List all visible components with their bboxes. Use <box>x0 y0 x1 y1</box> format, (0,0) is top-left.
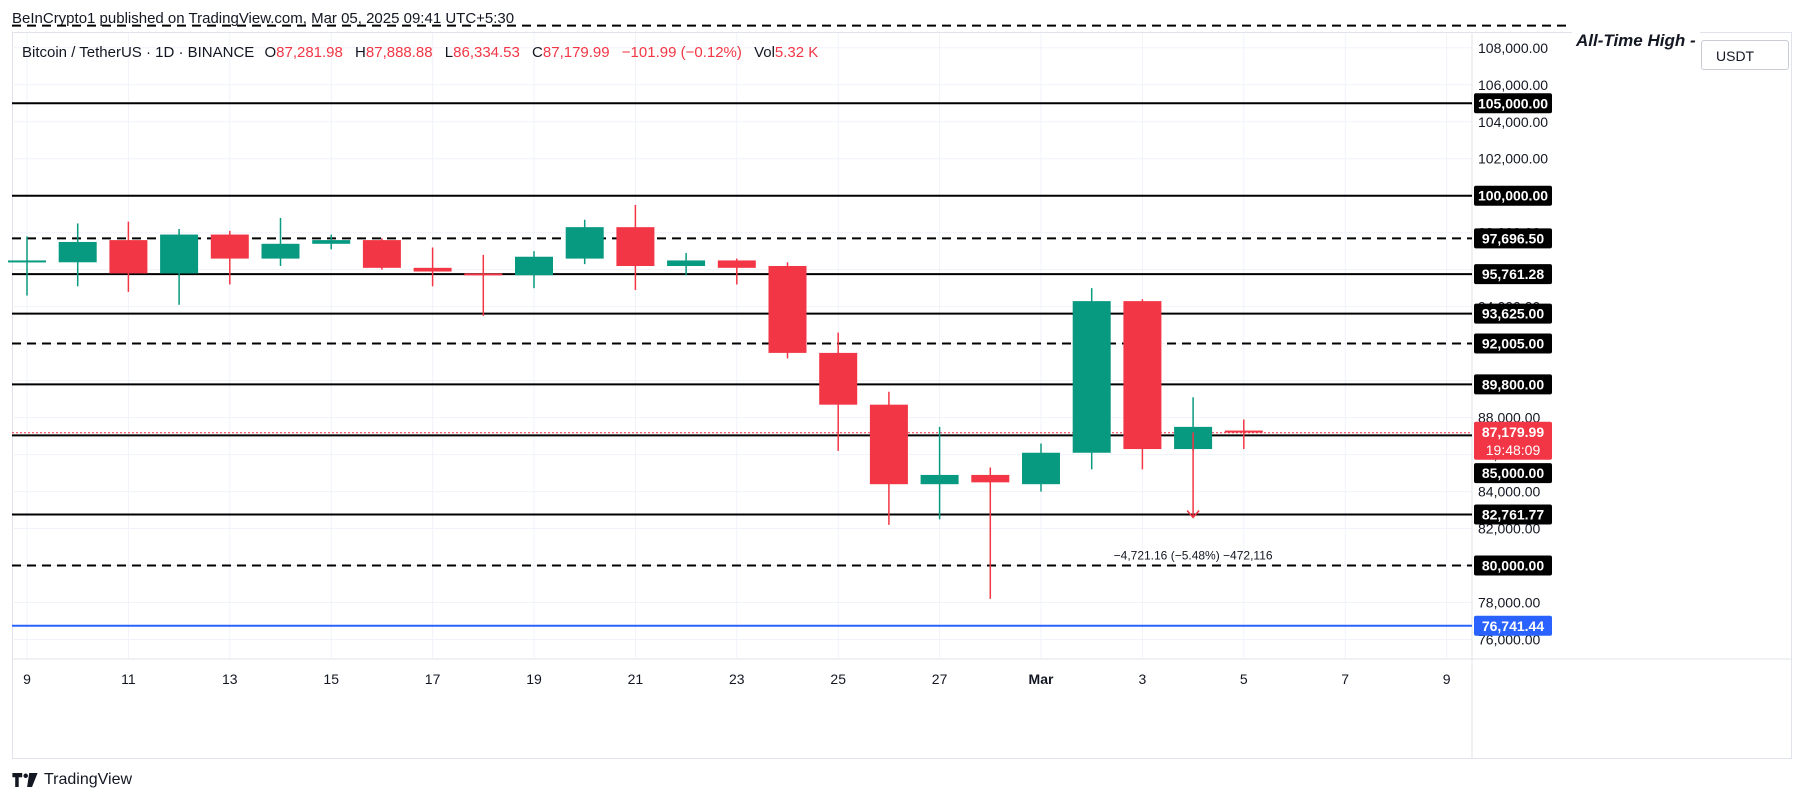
y-tick-label: 108,000.00 <box>1478 40 1548 56</box>
high-value: 87,888.88 <box>365 44 433 61</box>
x-tick-label: 7 <box>1341 671 1349 687</box>
change-value: −101.99 (−0.12%) <box>621 44 742 61</box>
candle-body <box>464 273 503 276</box>
candle-body <box>109 240 148 274</box>
x-tick-label: 27 <box>932 671 948 687</box>
price-level-label: 95,761.28 <box>1482 266 1544 282</box>
candle-body <box>1224 430 1263 433</box>
y-tick-label: 102,000.00 <box>1478 151 1548 167</box>
price-level-label: 97,696.50 <box>1482 230 1544 246</box>
low-label: L <box>444 44 454 61</box>
tradingview-brand[interactable]: TradingView <box>12 771 132 789</box>
open-label: O <box>264 44 277 61</box>
current-price-badge <box>1474 421 1552 460</box>
price-level-badge <box>1474 504 1552 525</box>
price-level-badge <box>1474 185 1552 206</box>
volume-value: 5.32 K <box>774 44 819 61</box>
x-tick-label: 9 <box>1443 671 1451 687</box>
close-label: C <box>532 44 543 61</box>
candle-body <box>1123 301 1162 450</box>
candle-body <box>971 474 1010 483</box>
price-level-badge <box>1474 615 1552 636</box>
price-level-label: 89,800.00 <box>1482 376 1544 392</box>
candle-body <box>819 352 858 405</box>
price-level-badge <box>1474 463 1552 484</box>
y-tick-label: 78,000.00 <box>1478 595 1540 611</box>
projection-arrowhead <box>1186 509 1200 519</box>
price-level-badge <box>1474 264 1552 285</box>
candle-body <box>8 260 46 263</box>
candle-body <box>160 234 199 274</box>
projection-label: −4,721.16 (−5.48%) −472,116 <box>1114 549 1273 563</box>
low-value: 86,334.53 <box>453 44 520 61</box>
price-level-badge <box>1474 555 1552 576</box>
y-tick-label: 88,000.00 <box>1478 410 1540 426</box>
symbol-legend: Bitcoin / TetherUS · 1D · BINANCE O87,28… <box>22 44 826 61</box>
y-tick-label: 82,000.00 <box>1478 521 1540 537</box>
price-level-label: 93,625.00 <box>1482 306 1544 322</box>
candle-body <box>565 227 604 259</box>
x-tick-label: 21 <box>628 671 644 687</box>
x-tick-label: 13 <box>222 671 238 687</box>
candle-body <box>312 240 351 244</box>
high-label: H <box>355 44 366 61</box>
currency-selector[interactable]: USDT <box>1701 40 1789 70</box>
candle-body <box>210 234 249 259</box>
symbol-name[interactable]: Bitcoin / TetherUS · 1D · BINANCE <box>22 44 255 61</box>
chart-frame <box>12 32 1792 759</box>
current-price-label: 87,179.99 <box>1482 424 1544 440</box>
open-value: 87,281.98 <box>276 44 343 61</box>
candle-body <box>616 227 655 266</box>
x-tick-label: 5 <box>1240 671 1248 687</box>
price-level-badge <box>1474 333 1552 354</box>
countdown-label: 19:48:09 <box>1486 442 1541 458</box>
price-level-badge <box>1474 303 1552 324</box>
x-tick-label: 17 <box>425 671 441 687</box>
candle-body <box>515 256 553 276</box>
y-tick-label: 104,000.00 <box>1478 114 1548 130</box>
price-level-label: 92,005.00 <box>1482 336 1544 352</box>
brand-name: TradingView <box>44 771 133 788</box>
x-tick-label: Mar <box>1029 671 1054 687</box>
candle-body <box>362 240 401 268</box>
x-tick-label: 11 <box>121 671 136 687</box>
price-level-badge <box>1474 374 1552 395</box>
price-level-badge <box>1474 228 1552 249</box>
all-time-high-label: All-Time High - <box>1572 31 1700 51</box>
x-tick-label: 23 <box>729 671 745 687</box>
price-level-label: 105,000.00 <box>1478 95 1548 111</box>
y-tick-label: 84,000.00 <box>1478 484 1540 500</box>
candle-body <box>413 267 452 272</box>
price-level-label: 100,000.00 <box>1478 188 1548 204</box>
price-level-badge <box>1474 93 1552 114</box>
publish-info: BeInCrypto1 published on TradingView.com… <box>12 10 515 27</box>
x-tick-label: 9 <box>23 671 31 687</box>
candle-body <box>261 243 300 259</box>
close-value: 87,179.99 <box>542 44 610 61</box>
price-level-label: 82,761.77 <box>1482 506 1544 522</box>
price-level-label: 76,741.44 <box>1482 618 1544 634</box>
candle-body <box>920 474 959 485</box>
x-tick-label: 19 <box>526 671 542 687</box>
candle-body <box>869 404 908 485</box>
candle-body <box>58 241 97 263</box>
x-tick-label: 25 <box>830 671 846 687</box>
candle-body <box>1072 301 1111 453</box>
volume-label: Vol <box>754 44 775 61</box>
x-tick-label: 15 <box>323 671 339 687</box>
price-level-label: 85,000.00 <box>1482 465 1544 481</box>
price-level-label: 80,000.00 <box>1482 558 1544 574</box>
candle-body <box>667 260 706 266</box>
candle-body <box>1022 452 1060 485</box>
candle-body <box>717 260 756 268</box>
candle-body <box>768 265 807 353</box>
tradingview-logo-icon <box>12 773 38 787</box>
y-tick-label: 106,000.00 <box>1478 77 1548 93</box>
x-tick-label: 3 <box>1139 671 1147 687</box>
